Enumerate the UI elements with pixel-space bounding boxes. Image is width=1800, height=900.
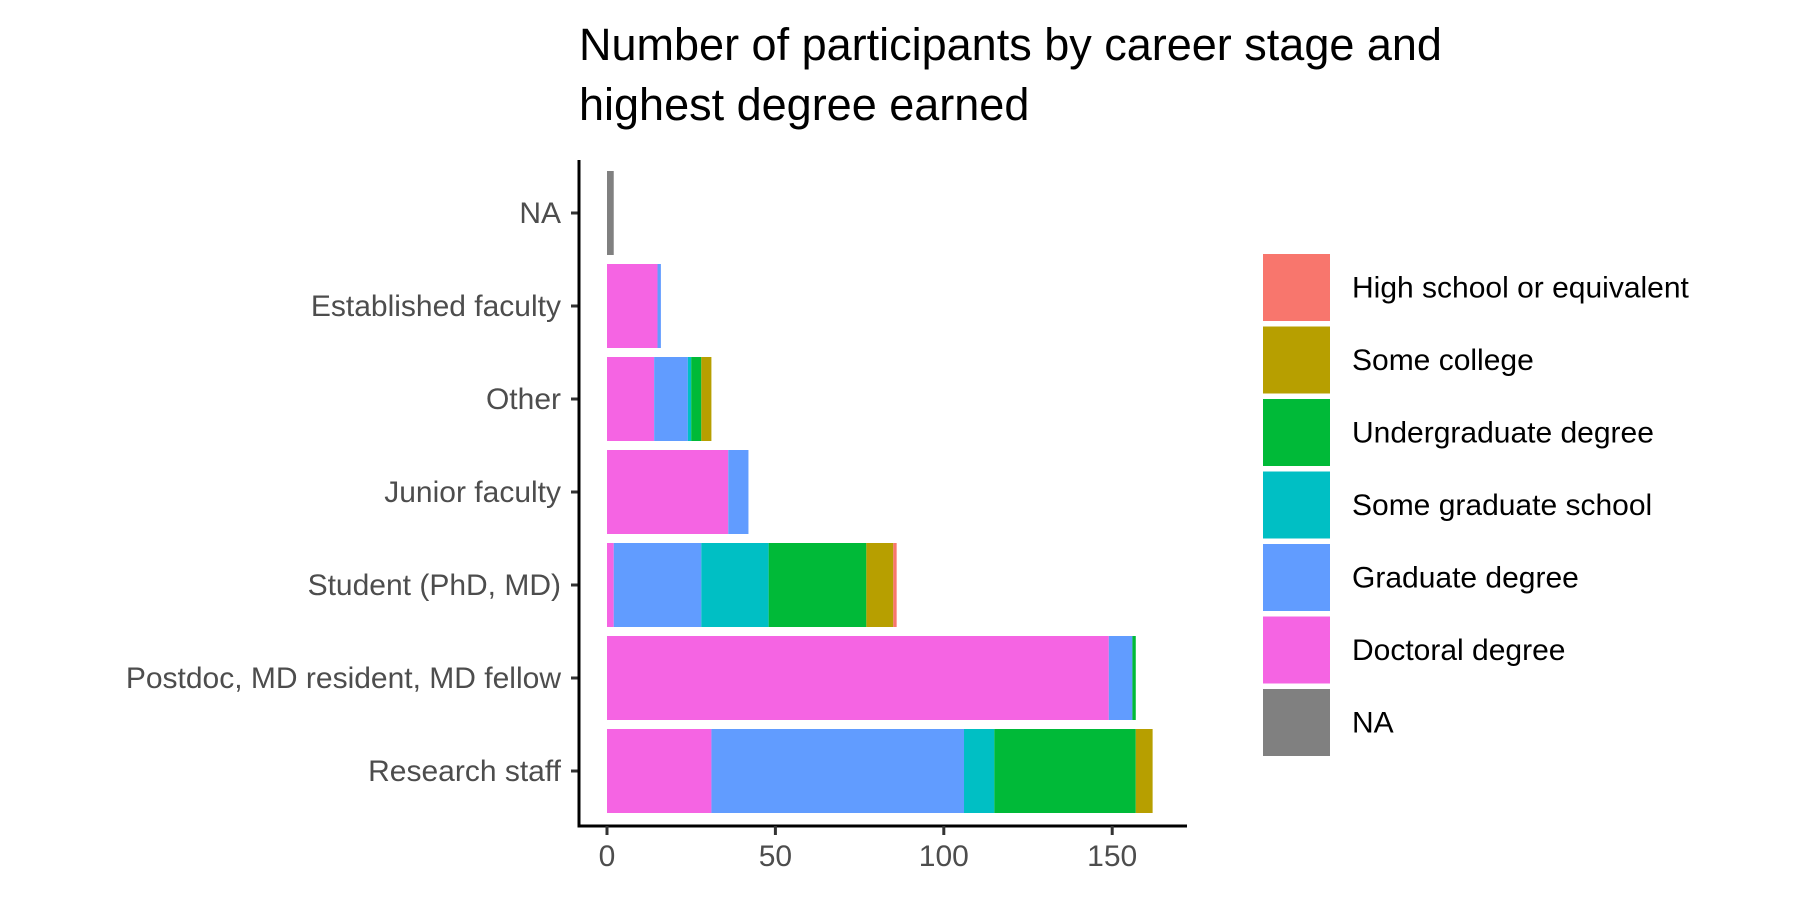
legend-key	[1263, 544, 1330, 611]
bar-segment	[607, 729, 712, 813]
x-tick-label: 100	[919, 840, 969, 873]
legend-label: High school or equivalent	[1352, 272, 1690, 305]
y-tick-label: NA	[519, 197, 561, 230]
y-tick-label: Student (PhD, MD)	[308, 569, 561, 602]
y-tick-label: Junior faculty	[384, 476, 561, 509]
legend-label: Some college	[1352, 344, 1534, 377]
legend-label: Graduate degree	[1352, 562, 1579, 595]
bar-segment	[768, 543, 867, 627]
legend-label: NA	[1352, 707, 1394, 740]
bar-segment	[607, 357, 655, 441]
legend-label: Doctoral degree	[1352, 634, 1565, 667]
bar-segment	[994, 729, 1136, 813]
bar-segment	[1132, 636, 1136, 720]
bar-segment	[607, 264, 658, 348]
legend-label: Undergraduate degree	[1352, 417, 1654, 450]
bar-segment	[893, 543, 897, 627]
legend: High school or equivalent Some college Und…	[1263, 254, 1690, 756]
title-line-1: Number of participants by career stage a…	[579, 19, 1442, 70]
legend-key	[1263, 689, 1330, 756]
title-line-2: highest degree earned	[579, 79, 1029, 130]
y-tick-label: Postdoc, MD resident, MD fellow	[126, 662, 561, 695]
legend-label: Some graduate school	[1352, 489, 1652, 522]
bar-segment	[613, 543, 702, 627]
bar-segment	[701, 543, 769, 627]
bar-segment	[654, 357, 688, 441]
y-tick-label: Established faculty	[311, 290, 561, 323]
bar-segment	[701, 357, 712, 441]
bar-segment	[607, 171, 614, 255]
legend-key	[1263, 616, 1330, 684]
bar-segment	[728, 450, 749, 534]
bar-segment	[657, 264, 661, 348]
bar-segment	[607, 543, 614, 627]
plot-area: NA Established faculty Other Junior faculty…	[126, 160, 1187, 873]
x-tick-label: 50	[759, 840, 792, 873]
y-tick-label: Other	[486, 383, 561, 416]
bar-segment	[607, 450, 729, 534]
legend-key	[1263, 399, 1330, 466]
chart-title: Number of participants by career stage a…	[579, 19, 1442, 130]
bar-segment	[687, 357, 692, 441]
legend-key	[1263, 326, 1330, 394]
bar-segment	[1108, 636, 1133, 720]
bar-segment	[964, 729, 995, 813]
x-tick-label: 150	[1087, 840, 1137, 873]
y-tick-label: Research staff	[368, 755, 562, 788]
bar-segment	[691, 357, 702, 441]
bar-segment	[607, 636, 1109, 720]
legend-key	[1263, 471, 1330, 539]
bar-segment	[866, 543, 894, 627]
x-tick-label: 0	[599, 840, 616, 873]
legend-key	[1263, 254, 1330, 321]
bar-segment	[711, 729, 965, 813]
bar-segment	[1135, 729, 1153, 813]
